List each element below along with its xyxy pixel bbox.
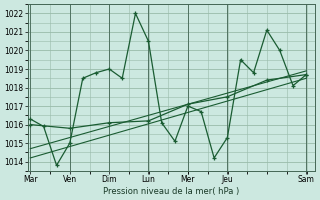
X-axis label: Pression niveau de la mer( hPa ): Pression niveau de la mer( hPa ): [103, 187, 239, 196]
